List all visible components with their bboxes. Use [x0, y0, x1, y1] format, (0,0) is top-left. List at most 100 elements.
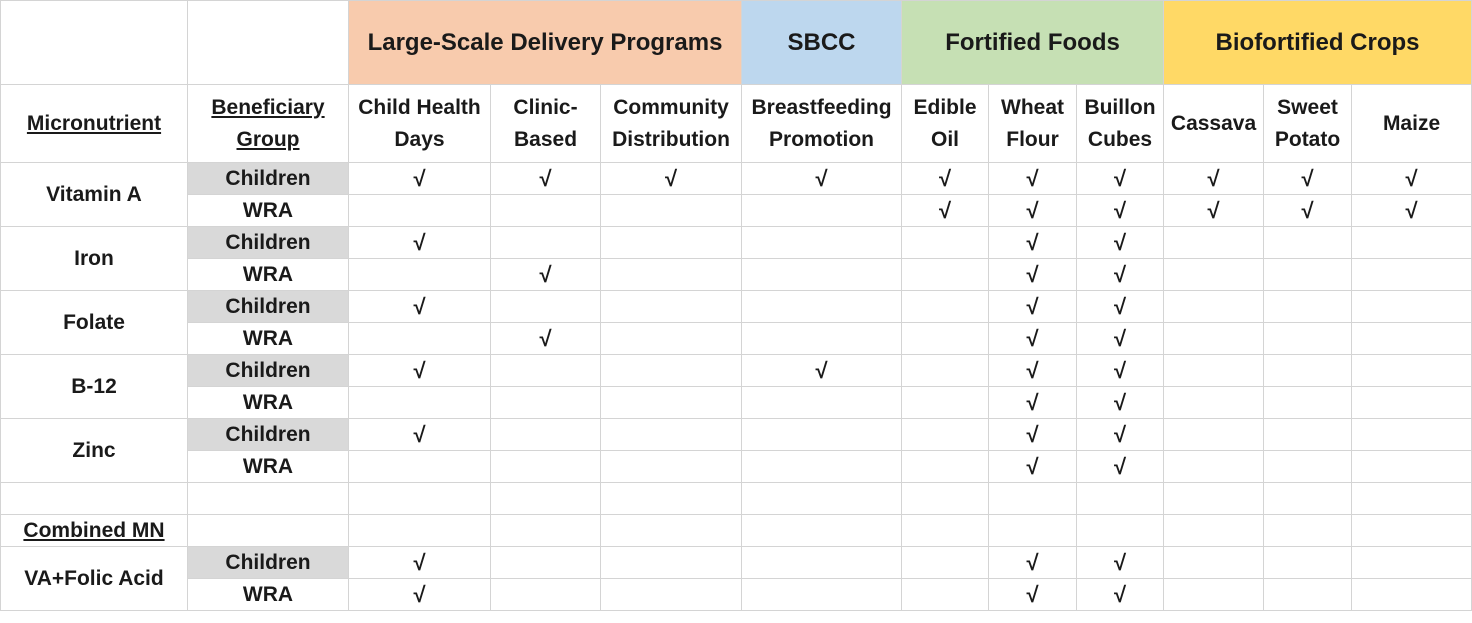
column-header: Cassava — [1163, 84, 1265, 163]
check-mark: √ — [348, 162, 491, 195]
empty-cell — [1163, 322, 1265, 355]
check-mark: √ — [348, 290, 491, 323]
column-header: Clinic- Based — [490, 84, 601, 163]
check-mark: √ — [490, 258, 601, 291]
check-mark: √ — [1076, 354, 1165, 387]
column-header-line1: Cassava — [1170, 111, 1257, 135]
empty-cell — [599, 290, 743, 323]
empty-cell — [1076, 482, 1165, 515]
beneficiary-group-cell: Children — [187, 418, 349, 451]
empty-cell — [599, 514, 743, 547]
empty-cell — [901, 386, 990, 419]
empty-cell — [741, 386, 903, 419]
empty-cell — [599, 354, 743, 387]
column-header-row: Micronutrient Beneficiary Group Child Hea… — [0, 84, 1472, 163]
beneficiary-header-line2: Group — [236, 127, 300, 151]
table-row: Iron Children √ √ √ — [0, 226, 1472, 291]
check-mark: √ — [988, 290, 1078, 323]
section-label-row: Combined MN — [0, 514, 1472, 547]
check-mark: √ — [1076, 258, 1165, 291]
empty-cell — [901, 322, 990, 355]
beneficiary-group-cell: Children — [187, 546, 349, 579]
empty-cell — [348, 258, 491, 291]
column-header-line2: Potato — [1274, 127, 1341, 151]
empty-cell — [741, 514, 903, 547]
column-header-line2: Distribution — [612, 127, 730, 151]
beneficiary-group-cell: WRA — [187, 194, 349, 227]
empty-cell — [1163, 578, 1265, 611]
micronutrient-name: Folate — [0, 290, 188, 355]
empty-cell — [741, 546, 903, 579]
empty-cell — [1163, 450, 1265, 483]
check-mark: √ — [1263, 194, 1353, 227]
group-fortified-foods: Fortified Foods — [901, 0, 1165, 85]
empty-cell — [901, 354, 990, 387]
empty-cell — [741, 226, 903, 259]
empty-cell — [1263, 546, 1353, 579]
micronutrient-name: VA+Folic Acid — [0, 546, 188, 611]
check-mark: √ — [1076, 194, 1165, 227]
empty-cell — [1351, 322, 1472, 355]
check-mark: √ — [988, 194, 1078, 227]
check-mark: √ — [988, 258, 1078, 291]
empty-cell — [741, 194, 903, 227]
empty-cell — [490, 482, 601, 515]
empty-cell — [901, 226, 990, 259]
micronutrient-header: Micronutrient — [0, 84, 188, 163]
check-mark: √ — [741, 162, 903, 195]
check-mark: √ — [348, 578, 491, 611]
table-row: WRA √ √ √ √ √ √ — [1, 194, 1472, 227]
column-header-line2: Promotion — [769, 127, 875, 151]
empty-cell — [901, 418, 990, 451]
check-mark: √ — [1076, 162, 1165, 195]
check-mark: √ — [1351, 162, 1472, 195]
empty-cell — [348, 514, 491, 547]
empty-cell — [599, 482, 743, 515]
empty-cell — [1263, 482, 1353, 515]
column-header-line1: Clinic- — [513, 95, 578, 119]
column-header: Edible Oil — [901, 84, 990, 163]
check-mark: √ — [988, 546, 1078, 579]
column-header-line1: Breastfeeding — [751, 95, 892, 119]
column-header-line2: Cubes — [1087, 127, 1153, 151]
empty-cell — [901, 482, 990, 515]
table-row: Vitamin A Children √ √ √ √ √ √ √ √ √ √ — [0, 162, 1472, 227]
empty-cell — [490, 290, 601, 323]
beneficiary-group-cell: Children — [187, 162, 349, 195]
check-mark: √ — [348, 226, 491, 259]
empty-cell — [348, 482, 491, 515]
check-mark: √ — [348, 418, 491, 451]
check-mark: √ — [1263, 162, 1353, 195]
column-header-line1: Child Health — [358, 95, 481, 119]
empty-cell — [1163, 386, 1265, 419]
empty-cell — [901, 290, 990, 323]
blank-row — [0, 482, 1472, 515]
group-large-scale-delivery: Large-Scale Delivery Programs — [347, 0, 743, 85]
table-row: WRA √ √ — [1, 450, 1472, 483]
check-mark: √ — [901, 194, 990, 227]
check-mark: √ — [348, 354, 491, 387]
empty-cell — [599, 578, 743, 611]
empty-cell — [490, 546, 601, 579]
empty-cell — [1351, 290, 1472, 323]
empty-cell — [599, 450, 743, 483]
column-header: Maize — [1351, 84, 1472, 163]
empty-cell — [1351, 450, 1472, 483]
empty-cell — [901, 578, 990, 611]
check-mark: √ — [988, 162, 1078, 195]
empty-cell — [1076, 514, 1165, 547]
empty-cell — [1163, 290, 1265, 323]
empty-cell — [741, 322, 903, 355]
beneficiary-group-cell: WRA — [187, 578, 349, 611]
column-header: Community Distribution — [599, 84, 743, 163]
empty-cell — [490, 386, 601, 419]
empty-cell — [348, 386, 491, 419]
beneficiary-group-cell: WRA — [187, 386, 349, 419]
micronutrient-name: B-12 — [0, 354, 188, 419]
group-sbcc: SBCC — [741, 0, 903, 85]
beneficiary-group-cell: Children — [187, 290, 349, 323]
check-mark: √ — [988, 322, 1078, 355]
check-mark: √ — [988, 450, 1078, 483]
empty-cell — [1263, 290, 1353, 323]
empty-cell — [741, 482, 903, 515]
